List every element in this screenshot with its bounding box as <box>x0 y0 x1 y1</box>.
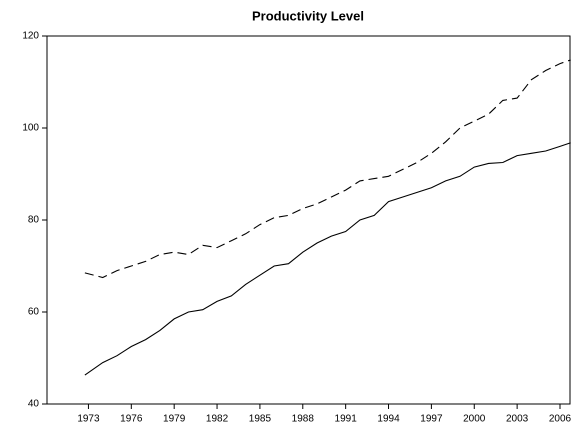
x-tick-label: 2003 <box>506 414 529 425</box>
plot-frame <box>46 35 571 405</box>
y-tick-label: 120 <box>22 31 39 42</box>
x-tick-label: 1988 <box>292 414 315 425</box>
x-tick-label: 2000 <box>463 414 486 425</box>
x-tick-label: 1979 <box>163 414 186 425</box>
x-tick-label: 1976 <box>120 414 143 425</box>
data-line <box>84 59 571 279</box>
x-tick-label: 1991 <box>335 414 358 425</box>
y-tick-label: 100 <box>22 123 39 134</box>
chart-title: Productivity Level <box>252 8 364 23</box>
x-tick-label: 1973 <box>77 414 100 425</box>
x-tick-label: 1997 <box>420 414 443 425</box>
y-tick-label: 80 <box>28 215 40 226</box>
x-tick-label: 1985 <box>249 414 272 425</box>
y-tick-label: 60 <box>28 307 40 318</box>
x-tick-label: 1994 <box>377 414 400 425</box>
y-tick-label: 40 <box>28 399 40 410</box>
x-tick-label: 2006 <box>549 414 572 425</box>
data-line <box>84 142 571 376</box>
x-tick-label: 1982 <box>206 414 229 425</box>
